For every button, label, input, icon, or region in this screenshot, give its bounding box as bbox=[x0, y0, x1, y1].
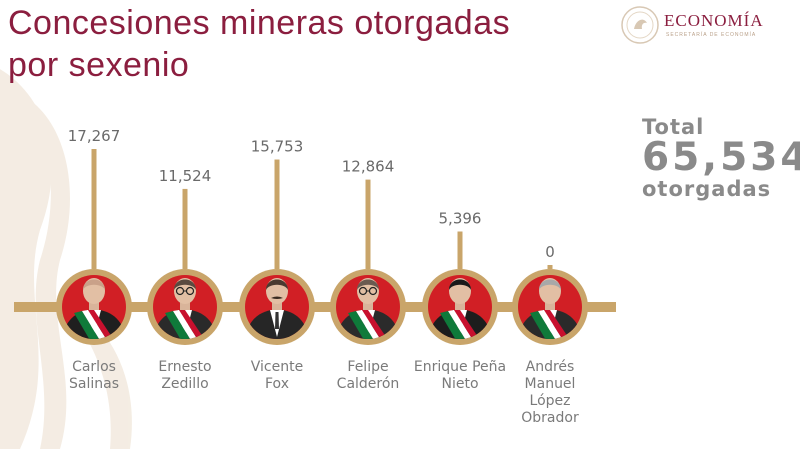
name-line: Felipe bbox=[347, 359, 389, 375]
data-label-1: 17,267 bbox=[68, 127, 121, 145]
name-line: Andrés bbox=[525, 359, 575, 375]
data-label-2: 11,524 bbox=[159, 167, 212, 185]
name-line: Ernesto bbox=[158, 359, 212, 375]
total-value: 65,534 bbox=[642, 135, 800, 180]
name-line: Nieto bbox=[441, 376, 479, 392]
name-line: Obrador bbox=[521, 410, 579, 426]
name-line: Zedillo bbox=[161, 376, 209, 392]
name-line: Carlos bbox=[72, 359, 116, 375]
portrait-salinas-icon bbox=[56, 269, 132, 345]
data-label-3: 15,753 bbox=[251, 138, 304, 156]
total-label: Total bbox=[642, 115, 705, 139]
logo-text: ECONOMÍA bbox=[664, 11, 764, 30]
data-label-6: 0 bbox=[545, 243, 555, 261]
name-line: Salinas bbox=[69, 376, 119, 392]
name-line: López bbox=[529, 393, 571, 409]
name-line: Fox bbox=[265, 376, 289, 392]
portrait-calderon-icon bbox=[330, 269, 406, 345]
president-name-2: Ernesto Zedillo bbox=[135, 359, 235, 393]
portrait-fox-icon bbox=[239, 269, 315, 345]
name-line: Vicente bbox=[250, 359, 304, 375]
data-label-4: 12,864 bbox=[342, 158, 395, 176]
president-name-3: Vicente Fox bbox=[227, 359, 327, 393]
bar-6 bbox=[547, 265, 553, 269]
total-suffix: otorgadas bbox=[642, 177, 772, 201]
bar-2 bbox=[182, 188, 188, 269]
title-line-2: por sexenio bbox=[8, 46, 190, 84]
portrait-zedillo-icon bbox=[147, 269, 223, 345]
bar-4 bbox=[365, 179, 371, 269]
total-summary: Total 65,534 otorgadas bbox=[642, 116, 800, 200]
portrait-pena-icon bbox=[422, 269, 498, 345]
portrait-amlo-icon bbox=[512, 269, 588, 345]
economia-logo: ECONOMÍA SECRETARÍA DE ECONOMÍA bbox=[620, 3, 790, 47]
data-label-5: 5,396 bbox=[439, 209, 482, 227]
page-title: Concesiones mineras otorgadas por sexeni… bbox=[8, 2, 510, 86]
president-name-5: Enrique Peña Nieto bbox=[410, 359, 510, 393]
bar-1 bbox=[91, 149, 97, 269]
name-line: Enrique Peña bbox=[413, 359, 507, 375]
name-line: Manuel bbox=[524, 376, 576, 392]
bar-3 bbox=[274, 159, 280, 269]
title-line-1: Concesiones mineras otorgadas bbox=[8, 4, 511, 42]
logo-subtitle: SECRETARÍA DE ECONOMÍA bbox=[666, 32, 757, 38]
name-line: Calderón bbox=[336, 376, 400, 392]
president-name-1: Carlos Salinas bbox=[44, 359, 144, 393]
president-name-4: Felipe Calderón bbox=[318, 359, 418, 393]
coat-of-arms-icon bbox=[621, 6, 659, 44]
president-name-6: Andrés Manuel López Obrador bbox=[500, 359, 600, 427]
bar-5 bbox=[457, 231, 463, 269]
